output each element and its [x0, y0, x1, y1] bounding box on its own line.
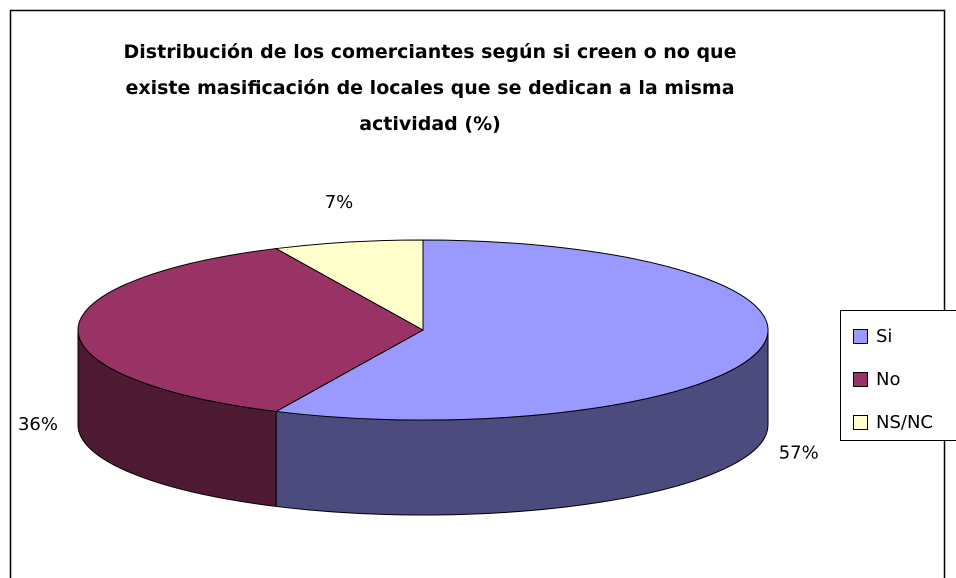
legend-label: NS/NC	[876, 412, 933, 433]
chart-title: Distribución de los comerciantes según s…	[123, 41, 737, 135]
legend-label: Si	[876, 326, 892, 347]
data-label: 7%	[325, 192, 354, 213]
data-label: 57%	[779, 442, 819, 463]
pie-slice	[274, 239, 424, 331]
legend-label: No	[876, 369, 900, 390]
pie-slice	[77, 248, 425, 412]
legend-swatch	[853, 329, 868, 344]
pie-slice	[274, 239, 769, 421]
legend-swatch	[853, 415, 868, 430]
data-label: 36%	[18, 414, 58, 435]
legend-swatch	[853, 372, 868, 387]
